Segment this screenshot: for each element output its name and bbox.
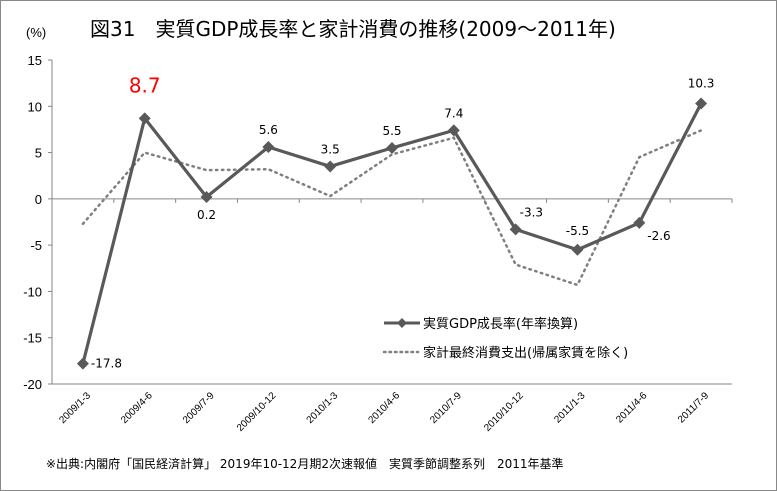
data-label: 0.2 xyxy=(197,208,216,222)
legend-label-gdp: 実質GDP成長率(年率換算) xyxy=(423,316,578,332)
y-tick-label: -15 xyxy=(23,331,42,346)
data-label: 5.6 xyxy=(259,123,278,137)
source-note: ※出典:内閣府「国民経済計算」 2019年10-12月期2次速報値 実質季節調整… xyxy=(46,456,564,471)
data-label: -2.6 xyxy=(647,229,670,243)
x-tick-label: 2011/7-9 xyxy=(676,390,711,425)
gdp-point xyxy=(200,191,213,204)
gdp-point xyxy=(695,97,708,110)
data-label: -5.5 xyxy=(566,224,589,238)
y-tick-label: 15 xyxy=(28,53,42,68)
y-tick-label: 10 xyxy=(28,99,42,114)
x-tick-label: 2010/4-6 xyxy=(366,390,402,426)
highlight-data-label: 8.7 xyxy=(129,73,161,97)
y-tick-label: 0 xyxy=(35,192,42,207)
x-tick-label: 2011/1-3 xyxy=(552,390,587,425)
y-tick-label: -20 xyxy=(23,377,42,392)
data-labels: -17.8 8.7 0.2 5.6 3.5 5.5 7.4 -3.3 -5.5 -2.6 10.3 xyxy=(91,73,715,370)
x-tick-label: 2010/1-3 xyxy=(305,390,341,426)
data-label: 5.5 xyxy=(382,124,401,138)
gdp-point xyxy=(262,141,275,154)
series-group xyxy=(76,97,708,370)
axes xyxy=(48,59,733,385)
chart-title: 図31 実質GDP成長率と家計消費の推移(2009～2011年) xyxy=(90,17,616,41)
y-tick-label: -5 xyxy=(30,238,42,253)
gdp-point xyxy=(138,112,151,125)
legend: 実質GDP成長率(年率換算) 家計最終消費支出(帰属家賃を除く) xyxy=(382,316,628,361)
x-tick-label: 2009/1-3 xyxy=(57,390,93,426)
gdp-point xyxy=(324,160,337,173)
y-tick-label: 5 xyxy=(35,146,42,161)
x-tick-label: 2011/4-6 xyxy=(614,390,649,425)
data-label: 7.4 xyxy=(444,106,463,120)
data-label: 3.5 xyxy=(321,142,340,156)
x-tick-label: 2009/10-12 xyxy=(235,390,279,434)
x-tick-label: 2010/7-9 xyxy=(428,390,464,426)
data-label: -17.8 xyxy=(91,357,122,371)
data-label: 10.3 xyxy=(688,77,715,91)
x-tick-label: 2009/4-6 xyxy=(119,390,155,426)
x-tick-label: 2009/7-9 xyxy=(181,390,217,426)
data-label: -3.3 xyxy=(520,205,543,219)
gdp-point xyxy=(509,223,522,236)
y-axis-unit: (%) xyxy=(26,25,46,40)
x-tick-label: 2010/10-12 xyxy=(482,390,526,434)
gdp-point xyxy=(76,357,89,370)
gdp-point xyxy=(633,216,646,229)
gdp-point xyxy=(571,243,584,256)
y-tick-label: -10 xyxy=(23,284,42,299)
legend-label-consumption: 家計最終消費支出(帰属家賃を除く) xyxy=(423,345,628,361)
x-tick-labels: 2009/1-3 2009/4-6 2009/7-9 2009/10-12 2010/1… xyxy=(57,390,711,434)
legend-diamond-marker xyxy=(397,318,407,328)
y-tick-labels: 15 10 5 0 -5 -10 -15 -20 xyxy=(23,53,42,392)
gdp-point xyxy=(447,124,460,137)
gdp-point xyxy=(386,141,398,154)
